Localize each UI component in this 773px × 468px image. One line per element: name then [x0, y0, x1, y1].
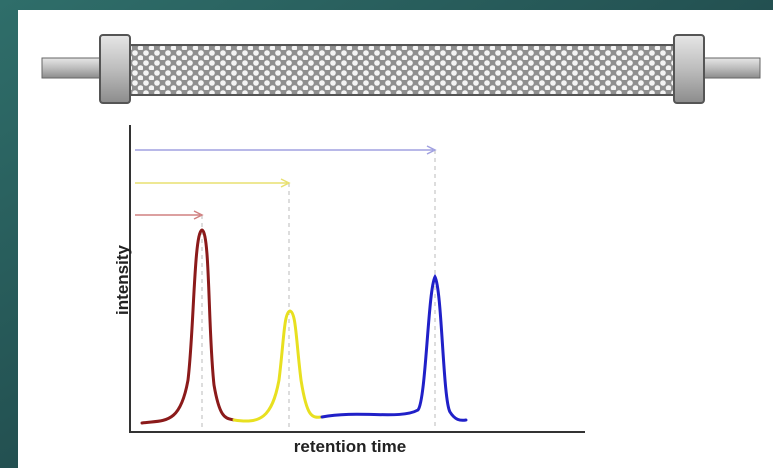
column	[41, 34, 761, 104]
axes	[129, 125, 585, 433]
y-axis-label: intensity	[113, 245, 132, 315]
retention-arrows	[135, 145, 437, 220]
chromatogram	[140, 228, 468, 425]
guide-lines	[201, 150, 436, 430]
x-axis-label: retention time	[294, 437, 406, 456]
